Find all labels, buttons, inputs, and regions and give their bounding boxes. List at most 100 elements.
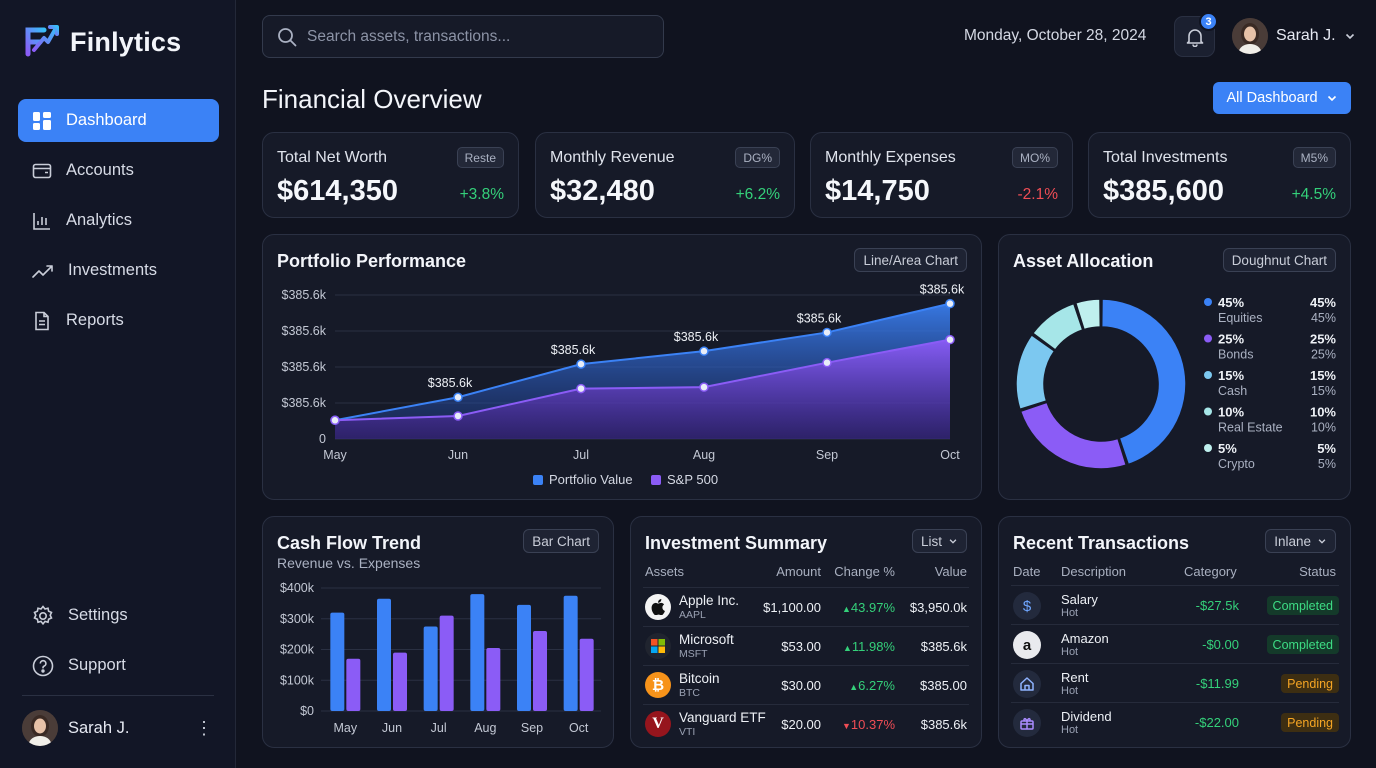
bar bbox=[377, 598, 391, 711]
dollar-icon: $ bbox=[1013, 592, 1041, 620]
slice-percent: 45% bbox=[1218, 295, 1244, 310]
all-dashboard-button[interactable]: All Dashboard bbox=[1213, 82, 1351, 114]
chart-type-chip[interactable]: Doughnut Chart bbox=[1222, 248, 1336, 272]
table-row[interactable]: ₿ Bitcoin BTC $30.00 ▲6.27% $385.00 bbox=[643, 665, 969, 703]
asset-ticker: AAPL bbox=[679, 609, 706, 621]
series-line-portfolio-value bbox=[334, 302, 951, 422]
home-icon bbox=[1013, 670, 1041, 698]
help-icon bbox=[32, 655, 54, 676]
down-arrow-icon: ▼ bbox=[841, 721, 851, 731]
data-point bbox=[945, 334, 955, 345]
asset-amount: $1,100.00 bbox=[763, 600, 821, 615]
slice-value-secondary: 10% bbox=[1311, 421, 1336, 435]
bar bbox=[563, 595, 578, 711]
x-tick-label: May bbox=[334, 721, 358, 735]
trend-up-icon bbox=[32, 264, 53, 278]
table-row[interactable]: $ Salary Hot -$27.5k Completed bbox=[1011, 585, 1339, 623]
transaction-name: Salary bbox=[1061, 592, 1098, 607]
notifications-button[interactable] bbox=[1174, 16, 1215, 57]
more-options-icon[interactable]: ⋮ bbox=[195, 717, 213, 738]
transaction-amount: -$22.00 bbox=[1194, 715, 1239, 730]
sidebar-item-dashboard[interactable]: Dashboard bbox=[18, 99, 219, 142]
slice-label: Real Estate bbox=[1218, 421, 1283, 435]
status-badge: Pending bbox=[1281, 713, 1339, 732]
transaction-amount: -$11.99 bbox=[1195, 676, 1239, 691]
stat-label: Monthly Revenue bbox=[550, 149, 675, 166]
search-icon bbox=[278, 27, 297, 46]
legend-swatch bbox=[651, 475, 661, 485]
col-header-description: Description bbox=[1061, 564, 1127, 579]
asset-name: Vanguard ETF bbox=[679, 710, 766, 725]
donut-slice bbox=[1031, 302, 1084, 351]
apple-icon bbox=[645, 594, 671, 620]
asset-change: ▲43.97% bbox=[842, 600, 895, 615]
table-row[interactable]: Apple Inc. AAPL $1,100.00 ▲43.97% $3,950… bbox=[643, 587, 969, 625]
sidebar-divider bbox=[22, 695, 214, 696]
slice-value: 45% bbox=[1310, 295, 1336, 310]
portfolio-performance-card: Portfolio Performance Line/Area Chart $3… bbox=[262, 234, 982, 500]
sidebar-item-accounts[interactable]: Accounts bbox=[18, 149, 219, 192]
data-point bbox=[576, 359, 586, 369]
transaction-sub: Hot bbox=[1061, 646, 1079, 658]
stat-card-monthly-revenue: Monthly Revenue DG% $32,480 +6.2% bbox=[535, 132, 795, 218]
stat-tag: DG% bbox=[735, 147, 780, 168]
avatar bbox=[22, 710, 58, 746]
chevron-down-icon bbox=[1318, 539, 1326, 544]
chart-type-chip[interactable]: Bar Chart bbox=[523, 529, 599, 553]
slice-value-secondary: 25% bbox=[1311, 348, 1336, 362]
sidebar-user[interactable]: Sarah J. ⋮ bbox=[22, 708, 214, 748]
filter-select[interactable]: Inlane bbox=[1265, 529, 1336, 553]
chart-type-chip[interactable]: Line/Area Chart bbox=[854, 248, 967, 272]
stat-value: $614,350 bbox=[277, 175, 398, 207]
user-menu[interactable]: Sarah J. bbox=[1232, 18, 1356, 54]
data-point bbox=[699, 346, 709, 356]
change-value: 10.37% bbox=[850, 717, 895, 732]
transaction-sub: Hot bbox=[1061, 685, 1079, 697]
data-point bbox=[453, 411, 463, 421]
allocation-chart: 45%Equities45%45%25%Bonds25%25%15%Cash15… bbox=[1015, 295, 1336, 471]
data-label: $385.6k bbox=[551, 343, 596, 357]
sidebar-item-label: Dashboard bbox=[66, 111, 147, 129]
search-input[interactable] bbox=[307, 27, 647, 46]
x-tick-label: Sep bbox=[521, 721, 543, 735]
legend-label: Portfolio Value bbox=[549, 472, 633, 487]
stat-change: +6.2% bbox=[735, 186, 780, 203]
change-value: 43.97% bbox=[850, 600, 895, 615]
sidebar-item-reports[interactable]: Reports bbox=[18, 299, 219, 342]
stat-change: +4.5% bbox=[1291, 186, 1336, 203]
sidebar-item-investments[interactable]: Investments bbox=[18, 249, 219, 292]
chevron-down-icon bbox=[949, 539, 957, 544]
col-header-amount: Amount bbox=[776, 564, 821, 579]
table-row[interactable]: V Vanguard ETF VTI $20.00 ▼10.37% $385.6… bbox=[643, 704, 969, 742]
chevron-down-icon bbox=[1345, 33, 1354, 40]
bell-icon bbox=[1186, 28, 1203, 47]
table-row[interactable]: a Amazon Hot -$0.00 Completed bbox=[1011, 624, 1339, 662]
sidebar-item-analytics[interactable]: Analytics bbox=[18, 199, 219, 242]
view-select[interactable]: List bbox=[911, 529, 967, 553]
transaction-amount: -$0.00 bbox=[1202, 637, 1239, 652]
legend-label: S&P 500 bbox=[667, 472, 718, 487]
brand[interactable]: Finlytics bbox=[24, 22, 181, 63]
legend-swatch bbox=[1204, 334, 1212, 343]
card-title: Investment Summary bbox=[645, 533, 828, 553]
table-row[interactable]: Rent Hot -$11.99 Pending bbox=[1011, 663, 1339, 701]
sidebar-item-support[interactable]: Support bbox=[18, 644, 219, 687]
legend-swatch bbox=[1204, 371, 1212, 379]
x-tick-label: Aug bbox=[474, 721, 496, 735]
user-name: Sarah J. bbox=[1276, 27, 1336, 44]
donut-slice bbox=[1019, 401, 1128, 470]
sidebar-item-settings[interactable]: Settings bbox=[18, 594, 219, 637]
up-arrow-icon: ▲ bbox=[849, 682, 859, 692]
donut-slice bbox=[1074, 298, 1102, 331]
data-point bbox=[453, 392, 463, 402]
table-row[interactable]: Microsoft MSFT $53.00 ▲11.98% $385.6k bbox=[643, 626, 969, 664]
asset-change: ▲6.27% bbox=[849, 678, 895, 693]
col-header-value: Value bbox=[934, 564, 967, 579]
wallet-icon bbox=[32, 163, 52, 178]
bottom-nav: Settings Support bbox=[18, 594, 219, 694]
document-icon bbox=[35, 311, 49, 330]
x-tick-label: Jun bbox=[382, 721, 402, 735]
table-row[interactable]: Dividend Hot -$22.00 Pending bbox=[1011, 702, 1339, 740]
current-date: Monday, October 28, 2024 bbox=[964, 27, 1147, 44]
donut-slice bbox=[1015, 333, 1056, 411]
